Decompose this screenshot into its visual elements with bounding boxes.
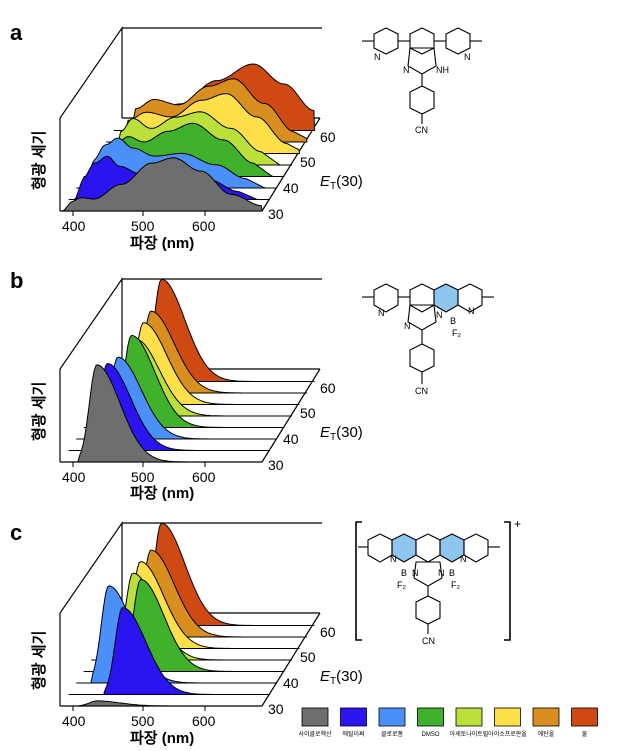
x-tick-label: 500 bbox=[131, 469, 155, 485]
x-tick-label: 500 bbox=[131, 218, 155, 234]
nitrogen-label: N bbox=[378, 308, 385, 318]
cn-label: CN bbox=[415, 125, 428, 135]
et-tick-label: 30 bbox=[268, 206, 284, 222]
nitrogen-label: N bbox=[436, 310, 443, 320]
et-tick-label: 60 bbox=[320, 380, 336, 396]
legend-label: 에틸이써 bbox=[342, 730, 364, 738]
nitrogen-label: N bbox=[404, 321, 411, 331]
fluorine-label: F₂ bbox=[451, 580, 460, 590]
boron-label: B bbox=[449, 568, 455, 578]
legend-swatch bbox=[494, 707, 521, 727]
et-tick-label: 30 bbox=[268, 457, 284, 473]
x-tick-label: 600 bbox=[192, 218, 216, 234]
cn-label: CN bbox=[422, 636, 435, 646]
boron-label: B bbox=[401, 568, 407, 578]
et-tick-label: 40 bbox=[283, 180, 299, 196]
x-ticks: 400 500 600 bbox=[62, 706, 216, 729]
x-tick-label: 500 bbox=[131, 713, 155, 729]
et-tick-label: 30 bbox=[268, 701, 284, 717]
spectra-group bbox=[61, 63, 316, 212]
et30-axis-label: ET(30) bbox=[320, 668, 363, 687]
legend-label: 클로로폼 bbox=[381, 731, 404, 738]
panel-b: b 400 500 600 파장 (nm) 형광 세기 30 40 50 60 … bbox=[10, 268, 494, 502]
nitrogen-label: N bbox=[390, 554, 397, 564]
et-tick-label: 40 bbox=[283, 675, 299, 691]
x-axis-label: 파장 (nm) bbox=[130, 234, 194, 252]
boron-label: B bbox=[450, 316, 456, 326]
x-ticks: 400 500 600 bbox=[62, 211, 216, 234]
spectrum-a-0 bbox=[61, 157, 263, 212]
cn-label: CN bbox=[415, 386, 428, 396]
spectrum-c-0 bbox=[61, 700, 262, 707]
x-axis-label: 파장 (nm) bbox=[130, 484, 194, 502]
panel-a: a 400 500 600 파장 (nm) 형광 세기 30 40 50 60 … bbox=[10, 20, 482, 252]
et-tick-label: 60 bbox=[320, 129, 336, 145]
et-tick-label: 40 bbox=[283, 431, 299, 447]
x-tick-label: 600 bbox=[192, 713, 216, 729]
x-tick-label: 600 bbox=[192, 469, 216, 485]
nitrogen-label: N bbox=[460, 554, 467, 564]
legend-swatch bbox=[417, 707, 444, 727]
panel-letter: c bbox=[10, 520, 22, 545]
legend-swatch bbox=[571, 707, 598, 727]
legend-swatch bbox=[378, 707, 406, 727]
legend-label: DMSO bbox=[422, 732, 440, 738]
et-tick-label: 50 bbox=[300, 154, 316, 170]
x-axis-label: 파장 (nm) bbox=[130, 729, 194, 747]
panel-letter: b bbox=[10, 268, 23, 293]
legend-label: 사이클로헥산 bbox=[298, 730, 332, 738]
et30-axis-label: ET(30) bbox=[320, 424, 363, 443]
molecule-structure bbox=[355, 521, 511, 641]
y-axis-label: 형광 세기 bbox=[30, 382, 48, 441]
legend: 사이클로헥산 에틸이써 클로로폼 DMSO 아세토나이트릴 아이소프로판올 에탄올 물 bbox=[298, 707, 598, 738]
et30-axis-label: ET(30) bbox=[320, 173, 363, 192]
et-tick-label: 60 bbox=[320, 624, 336, 640]
legend-label: 에탄올 bbox=[538, 730, 555, 738]
nitrogen-label: N bbox=[403, 65, 410, 75]
legend-label: 아이소프로판올 bbox=[488, 730, 527, 738]
y-axis-label: 형광 세기 bbox=[30, 131, 48, 190]
nitrogen-label: N bbox=[374, 52, 381, 62]
nitrogen-label: N bbox=[468, 306, 475, 316]
spectrum-c-1 bbox=[68, 607, 270, 695]
legend-swatch bbox=[455, 707, 483, 727]
legend-label: 아세토나이트릴 bbox=[450, 730, 489, 738]
et-ticks: 30 40 50 60 bbox=[268, 129, 336, 222]
nitrogen-label: N bbox=[438, 568, 445, 578]
legend-label: 물 bbox=[582, 731, 588, 738]
x-ticks: 400 500 600 bbox=[62, 462, 216, 485]
spectra-group bbox=[61, 522, 315, 707]
et-ticks: 30 40 50 60 bbox=[268, 380, 336, 473]
legend-swatch bbox=[532, 707, 560, 727]
panel-letter: a bbox=[10, 20, 23, 45]
nitrogen-label: N bbox=[412, 568, 419, 578]
spectra-group bbox=[61, 278, 315, 463]
legend-swatch bbox=[301, 707, 329, 727]
spectrum-b-0 bbox=[61, 364, 262, 463]
x-tick-label: 400 bbox=[62, 218, 86, 234]
et-tick-label: 50 bbox=[300, 649, 316, 665]
et-tick-label: 50 bbox=[300, 405, 316, 421]
x-tick-label: 400 bbox=[62, 469, 86, 485]
charge-label: + bbox=[514, 517, 521, 531]
nh-label: NH bbox=[436, 65, 449, 75]
x-tick-label: 400 bbox=[62, 713, 86, 729]
fluorine-label: F₂ bbox=[452, 328, 461, 338]
fluorine-label: F₂ bbox=[397, 580, 406, 590]
et-ticks: 30 40 50 60 bbox=[268, 624, 336, 717]
nitrogen-label: N bbox=[464, 52, 471, 62]
molecule-structure bbox=[362, 283, 494, 384]
molecule-structure bbox=[362, 27, 482, 124]
legend-swatch bbox=[340, 707, 367, 727]
panel-c: c 400 500 600 파장 (nm) 형광 세기 30 40 50 60 … bbox=[10, 517, 521, 747]
y-axis-label: 형광 세기 bbox=[30, 631, 48, 690]
